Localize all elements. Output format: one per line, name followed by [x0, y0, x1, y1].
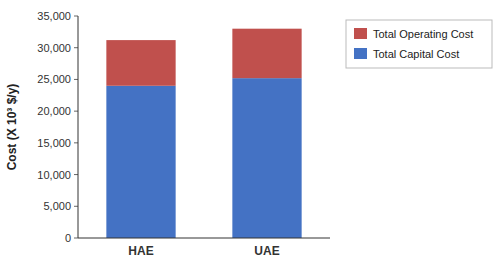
- y-axis-label: Cost (X 10³ $/y): [5, 84, 19, 171]
- y-tick-label: 10,000: [37, 169, 71, 181]
- legend-swatch: [354, 28, 367, 39]
- y-tick-label: 35,000: [37, 10, 71, 22]
- bar: [106, 40, 175, 86]
- y-tick: [74, 238, 78, 239]
- bar: [232, 29, 301, 78]
- chart: 0 5,000 10,000 15,000 20,000 25,000 30,000 35,0…: [0, 0, 500, 268]
- y-tick-label: 20,000: [37, 105, 71, 117]
- y-tick-label: 25,000: [37, 73, 71, 85]
- y-axis: [78, 16, 79, 238]
- y-tick: [74, 206, 78, 207]
- legend-label: Total Operating Cost: [373, 28, 473, 40]
- y-tick: [74, 47, 78, 48]
- y-tick-label: 15,000: [37, 137, 71, 149]
- bar: [106, 86, 175, 238]
- x-tick-label: HAE: [128, 244, 153, 258]
- y-tick-label: 30,000: [37, 42, 71, 54]
- y-tick-label: 5,000: [43, 200, 71, 212]
- y-tick: [74, 16, 78, 17]
- bars: [106, 29, 301, 238]
- y-tick: [74, 111, 78, 112]
- x-axis: [78, 238, 330, 239]
- bar: [232, 78, 301, 238]
- legend-swatch: [354, 48, 367, 59]
- y-tick: [74, 79, 78, 80]
- x-tick-label: UAE: [254, 244, 279, 258]
- legend: Total Operating Cost Total Capital Cost: [346, 20, 492, 68]
- legend-frame: [346, 20, 492, 68]
- y-tick-label: 0: [65, 232, 71, 244]
- legend-label: Total Capital Cost: [373, 48, 459, 60]
- y-tick: [74, 174, 78, 175]
- y-tick: [74, 142, 78, 143]
